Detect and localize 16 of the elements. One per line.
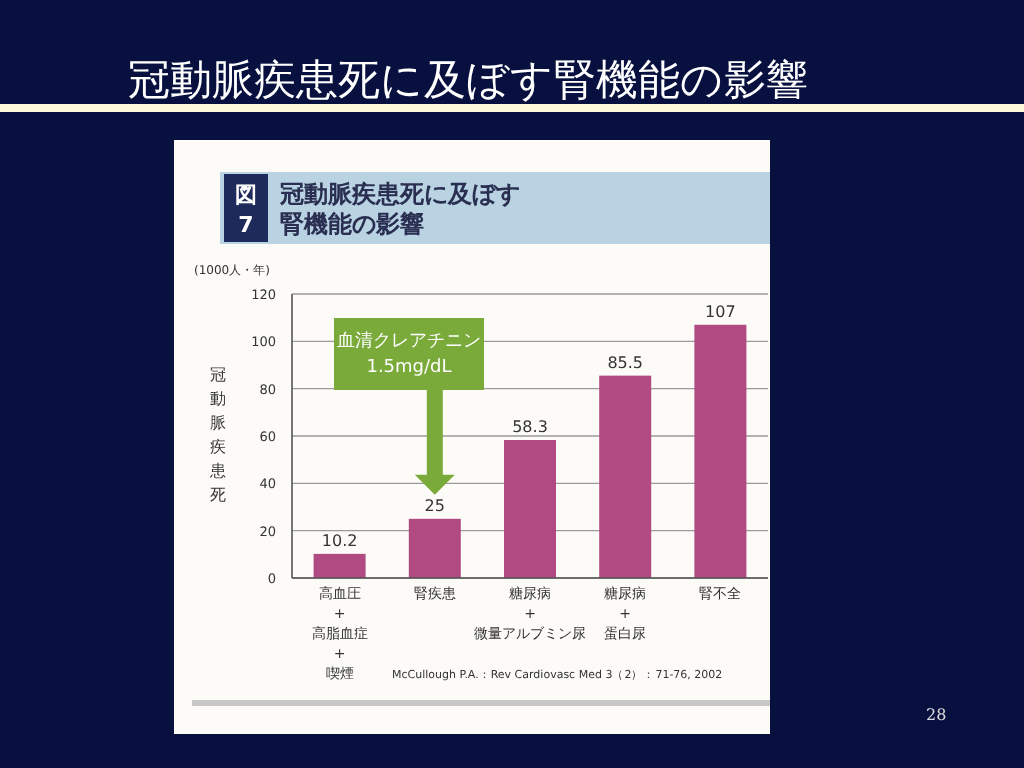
chart-subtitle: 冠動脈疾患死に及ぼす腎機能の影響 (278, 180, 520, 238)
text: 28 (926, 706, 947, 724)
data-label: 107 (705, 302, 736, 321)
caption: 図7 (235, 182, 257, 238)
bar (694, 324, 747, 578)
data-label: 85.5 (607, 353, 644, 372)
annotation: 血清クレアチニン 1.5mg/dL (337, 330, 481, 378)
data-label: 25 (424, 496, 445, 515)
chart-title: 冠動脈疾患死に及ぼす腎機能の影響 (128, 56, 808, 104)
bar (313, 553, 366, 578)
bar (408, 518, 461, 578)
bar (504, 440, 556, 578)
bar (599, 375, 652, 578)
data-label: 58.3 (512, 418, 548, 437)
data-label: 10.2 (321, 531, 358, 550)
y-axis-title: 冠動脈疾患死 (208, 366, 226, 504)
